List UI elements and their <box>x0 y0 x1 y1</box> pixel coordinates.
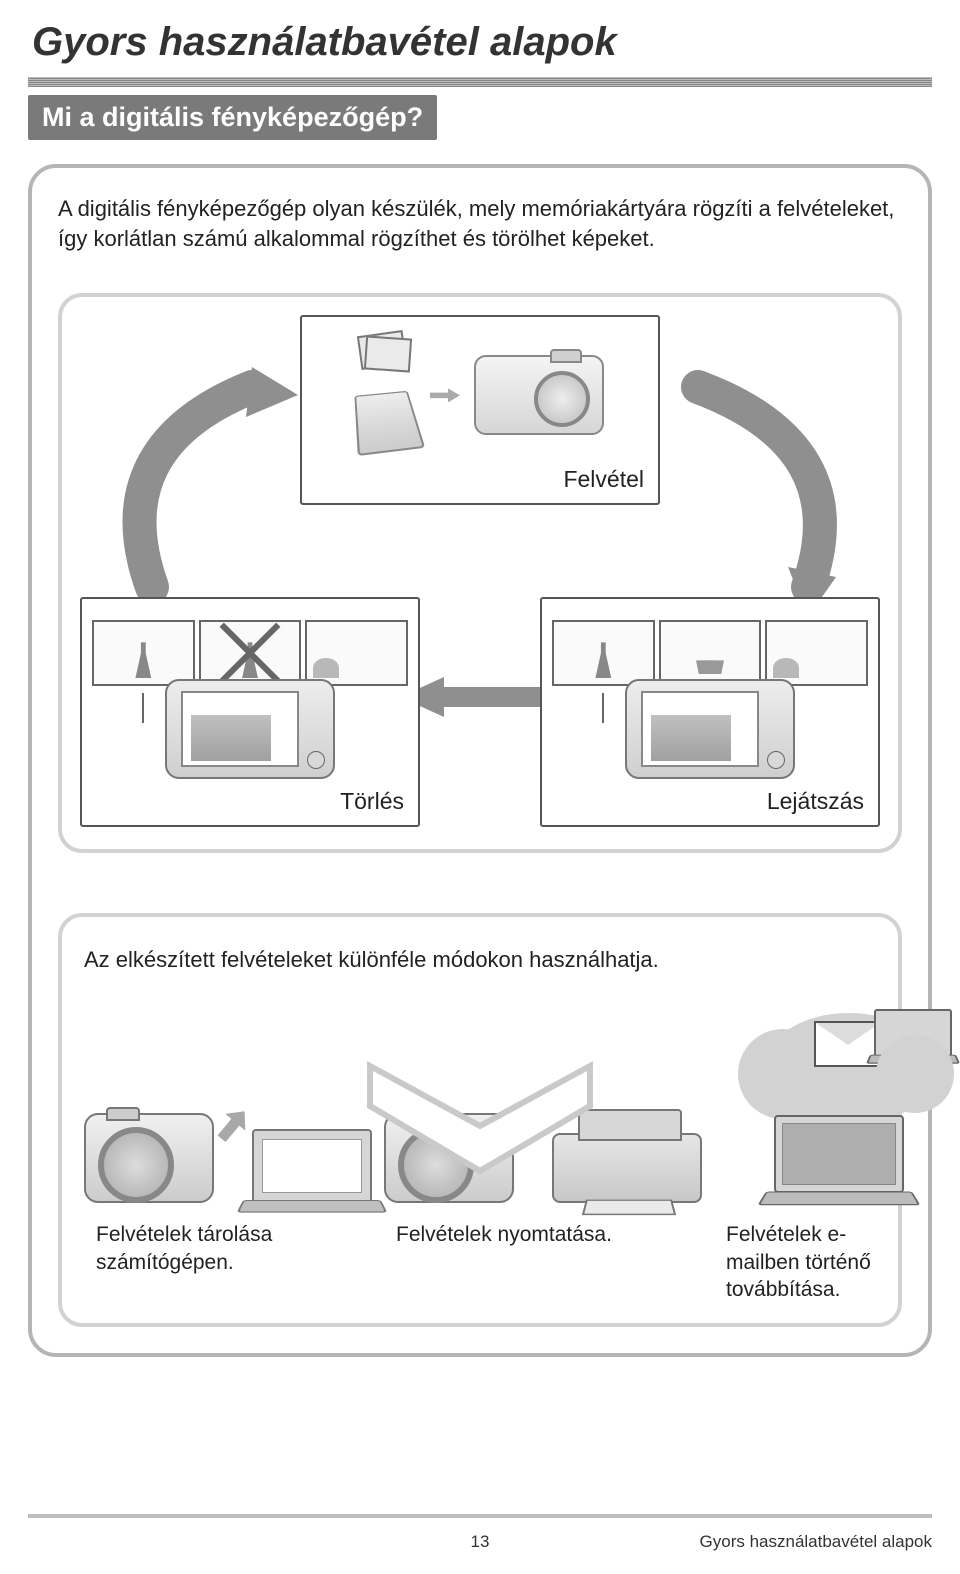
page-title: Gyors használatbavétel alapok <box>28 20 932 65</box>
intro-paragraph: A digitális fényképezőgép olyan készülék… <box>58 194 902 253</box>
use-caption: Felvételek tárolása számítógépen. <box>84 1221 372 1276</box>
down-arrow-icon <box>360 1056 600 1176</box>
cycle-node-delete: Törlés <box>80 597 420 827</box>
delete-label: Törlés <box>340 788 404 815</box>
use-item-store: Felvételek tárolása számítógépen. <box>84 1013 372 1303</box>
camera-to-laptop-icon <box>84 1013 372 1203</box>
laptop-cloud-email-icon <box>714 1013 876 1203</box>
record-label: Felvétel <box>563 466 644 493</box>
memory-card-icon <box>354 391 425 456</box>
arrow-small-icon <box>430 388 460 402</box>
playback-label: Lejátszás <box>767 788 864 815</box>
callout-line <box>602 693 604 723</box>
cycle-diagram: Felvétel Törlés <box>58 293 902 853</box>
title-underline <box>28 77 932 87</box>
uses-intro: Az elkészített felvételeket különféle mó… <box>84 947 876 973</box>
use-caption: Felvételek nyomtatása. <box>384 1221 702 1248</box>
cycle-node-record: Felvétel <box>300 315 660 505</box>
camera-back-icon <box>165 679 335 779</box>
arrow-record-to-playback <box>638 367 858 597</box>
footer-divider <box>28 1514 932 1518</box>
arrow-playback-to-delete <box>400 677 560 717</box>
cycle-node-playback: Lejátszás <box>540 597 880 827</box>
page-subtitle: Mi a digitális fényképezőgép? <box>28 95 437 140</box>
laptop-small-icon <box>874 1009 952 1059</box>
use-item-email: Felvételek e-mailben történő továbbítása… <box>714 1013 876 1303</box>
arrow-delete-to-record <box>102 367 322 597</box>
use-caption: Felvételek e-mailben történő továbbítása… <box>714 1221 876 1303</box>
footer-row: Gyors használatbavétel alapok <box>28 1532 932 1552</box>
camera-icon <box>474 355 604 435</box>
content-panel: A digitális fényképezőgép olyan készülék… <box>28 164 932 1357</box>
callout-line <box>142 693 144 723</box>
photos-stack-icon <box>359 333 413 373</box>
record-illustration <box>316 331 644 459</box>
camera-back-icon <box>625 679 795 779</box>
footer-section: Gyors használatbavétel alapok <box>700 1532 932 1552</box>
manual-page: Gyors használatbavétel alapok Mi a digit… <box>0 0 960 1574</box>
